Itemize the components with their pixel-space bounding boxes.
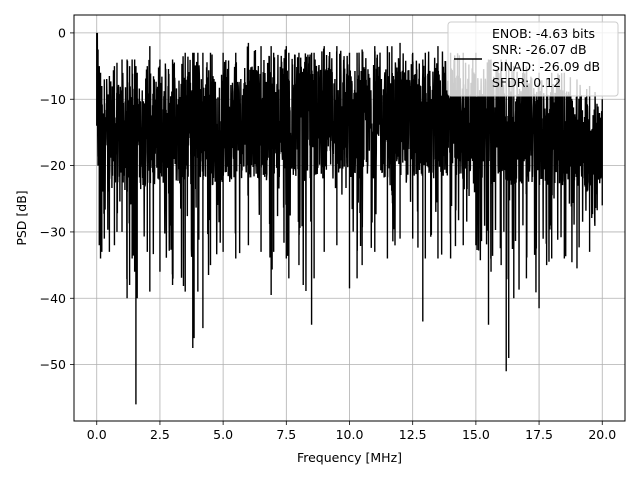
x-tick-label: 10.0: [336, 427, 364, 442]
x-tick-label: 15.0: [462, 427, 490, 442]
y-tick-label: −40: [40, 291, 66, 306]
psd-line: [96, 32, 603, 405]
x-tick-label: 7.5: [276, 427, 296, 442]
y-tick-label: 0: [58, 25, 66, 40]
psd-trace: [96, 32, 603, 405]
y-tick-label: −30: [40, 224, 66, 239]
y-tick-label: −50: [40, 357, 66, 372]
x-tick-label: 12.5: [399, 427, 427, 442]
x-tick-label: 5.0: [213, 427, 233, 442]
legend: ENOB: -4.63 bits SNR: -26.07 dB SINAD: -…: [447, 21, 619, 97]
x-axis-label: Frequency [MHz]: [297, 450, 402, 465]
y-tick-label: −20: [40, 158, 66, 173]
legend-entry-sinad: SINAD: -26.09 dB: [492, 59, 600, 74]
legend-entry-snr: SNR: -26.07 dB: [492, 42, 587, 57]
x-tick-label: 20.0: [588, 427, 616, 442]
y-axis-ticks: 0 −10 −20 −30 −40 −50: [40, 25, 74, 372]
x-axis-ticks: 0.0 2.5 5.0 7.5 10.0 12.5 15.0 17.5 20.0: [87, 421, 616, 442]
legend-box: [447, 21, 619, 97]
x-tick-label: 0.0: [87, 427, 107, 442]
x-tick-label: 2.5: [150, 427, 170, 442]
legend-entry-sfdr: SFDR: 0.12: [492, 75, 561, 90]
y-axis-label: PSD [dB]: [14, 190, 29, 245]
legend-entry-enob: ENOB: -4.63 bits: [492, 26, 595, 41]
x-tick-label: 17.5: [525, 427, 553, 442]
y-tick-label: −10: [40, 92, 66, 107]
